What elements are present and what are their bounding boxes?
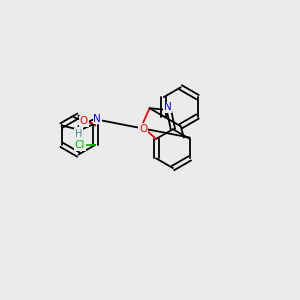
Text: H: H bbox=[75, 128, 82, 139]
Text: N: N bbox=[93, 114, 101, 124]
Text: O: O bbox=[139, 124, 147, 134]
Text: N: N bbox=[164, 103, 171, 112]
Text: Cl: Cl bbox=[75, 140, 85, 150]
Text: O: O bbox=[80, 116, 88, 126]
